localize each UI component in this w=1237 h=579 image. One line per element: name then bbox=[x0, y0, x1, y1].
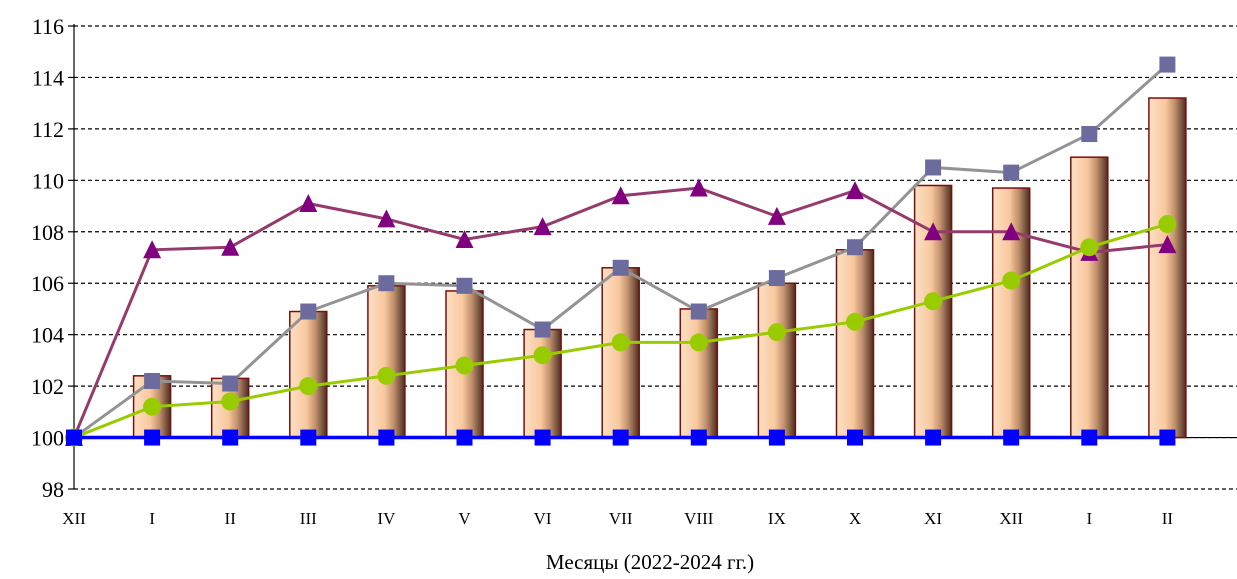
y-tick-label-106: 106 bbox=[31, 271, 64, 296]
point-0-14 bbox=[1159, 56, 1176, 73]
point-0-9 bbox=[768, 270, 785, 287]
bar-7 bbox=[601, 267, 640, 439]
bar-series bbox=[132, 97, 1187, 439]
point-3-13 bbox=[1081, 429, 1098, 446]
point-1-8 bbox=[689, 178, 708, 197]
point-1-11 bbox=[924, 222, 943, 241]
y-tick-label-108: 108 bbox=[31, 220, 64, 245]
point-2-12 bbox=[1002, 271, 1021, 290]
bar-9 bbox=[757, 282, 797, 439]
y-tick-label-114: 114 bbox=[32, 65, 64, 90]
point-3-10 bbox=[847, 429, 863, 446]
point-2-13 bbox=[1080, 238, 1099, 257]
point-0-11 bbox=[925, 159, 942, 176]
point-0-7 bbox=[612, 259, 629, 276]
x-tick-label-0: XII bbox=[62, 509, 86, 528]
point-3-5 bbox=[456, 429, 473, 446]
point-1-10 bbox=[846, 181, 864, 200]
x-tick-label-1: I bbox=[149, 509, 155, 528]
y-tick-label-110: 110 bbox=[32, 168, 64, 193]
x-tick-label-4: IV bbox=[377, 509, 396, 528]
point-3-3 bbox=[300, 429, 317, 446]
point-0-5 bbox=[456, 277, 473, 294]
point-1-9 bbox=[767, 206, 786, 225]
point-2-11 bbox=[924, 292, 943, 311]
bar-3 bbox=[289, 310, 328, 439]
y-tick-label-112: 112 bbox=[32, 117, 64, 142]
x-tick-label-7: VII bbox=[609, 509, 633, 528]
point-1-5 bbox=[455, 229, 474, 248]
y-tick-label-116: 116 bbox=[32, 14, 64, 39]
point-0-12 bbox=[1003, 164, 1020, 181]
point-1-1 bbox=[143, 240, 162, 259]
x-tick-label-13: I bbox=[1086, 509, 1092, 528]
point-1-6 bbox=[533, 217, 552, 236]
point-2-2 bbox=[221, 392, 240, 411]
point-3-0 bbox=[66, 429, 82, 446]
y-tick-labels: 98 100 102 104 106 108 110 112 114 116 bbox=[31, 14, 64, 502]
point-2-10 bbox=[846, 312, 864, 331]
point-3-12 bbox=[1003, 429, 1020, 446]
x-tick-label-3: III bbox=[300, 509, 317, 528]
line-series bbox=[65, 56, 1177, 447]
point-2-8 bbox=[689, 333, 708, 352]
bar-14 bbox=[1148, 97, 1187, 439]
bar-6 bbox=[523, 328, 562, 439]
point-2-3 bbox=[299, 377, 318, 396]
point-1-2 bbox=[221, 237, 240, 256]
y-tick-label-104: 104 bbox=[31, 323, 64, 348]
x-tick-labels: XII I II III IV V VI VII VIII IX X XI XII I II bbox=[62, 509, 1173, 528]
x-tick-label-8: VIII bbox=[684, 509, 714, 528]
point-2-14 bbox=[1158, 215, 1177, 234]
bar-4 bbox=[367, 285, 406, 439]
point-3-11 bbox=[925, 429, 942, 446]
point-3-4 bbox=[378, 429, 395, 446]
x-tick-label-12: XII bbox=[999, 509, 1023, 528]
x-tick-label-11: XI bbox=[924, 509, 942, 528]
point-0-10 bbox=[847, 239, 863, 256]
bar-8 bbox=[679, 308, 719, 439]
point-1-12 bbox=[1002, 222, 1021, 241]
point-0-13 bbox=[1081, 126, 1098, 143]
point-0-2 bbox=[222, 375, 239, 392]
point-3-7 bbox=[612, 429, 629, 446]
y-tick-label-98: 98 bbox=[42, 477, 64, 502]
point-1-14 bbox=[1158, 235, 1177, 254]
point-3-9 bbox=[768, 429, 785, 446]
point-0-3 bbox=[300, 303, 317, 320]
point-0-8 bbox=[690, 303, 707, 320]
x-tick-label-14: II bbox=[1162, 509, 1174, 528]
point-1-3 bbox=[299, 193, 318, 212]
point-0-6 bbox=[534, 321, 551, 338]
bar-13 bbox=[1070, 156, 1109, 439]
x-axis-title: Месяцы (2022-2024 гг.) bbox=[546, 550, 754, 574]
point-2-4 bbox=[377, 366, 396, 385]
point-0-1 bbox=[144, 372, 161, 389]
point-0-4 bbox=[378, 275, 395, 292]
x-tick-label-10: X bbox=[849, 509, 861, 528]
point-1-4 bbox=[377, 209, 396, 228]
bar-10 bbox=[835, 249, 875, 439]
point-2-9 bbox=[767, 323, 786, 342]
x-tick-label-5: V bbox=[458, 509, 471, 528]
point-3-6 bbox=[534, 429, 551, 446]
x-tick-label-6: VI bbox=[534, 509, 552, 528]
y-tick-label-100: 100 bbox=[31, 426, 64, 451]
point-1-7 bbox=[611, 186, 630, 205]
point-2-5 bbox=[455, 356, 474, 375]
point-2-1 bbox=[143, 397, 162, 416]
x-tick-label-9: IX bbox=[768, 509, 786, 528]
x-tick-label-2: II bbox=[225, 509, 237, 528]
point-3-8 bbox=[690, 429, 707, 446]
point-3-1 bbox=[144, 429, 161, 446]
point-2-7 bbox=[611, 333, 630, 352]
point-3-2 bbox=[222, 429, 239, 446]
y-tick-label-102: 102 bbox=[31, 374, 64, 399]
point-2-6 bbox=[533, 346, 552, 365]
point-3-14 bbox=[1159, 429, 1176, 446]
